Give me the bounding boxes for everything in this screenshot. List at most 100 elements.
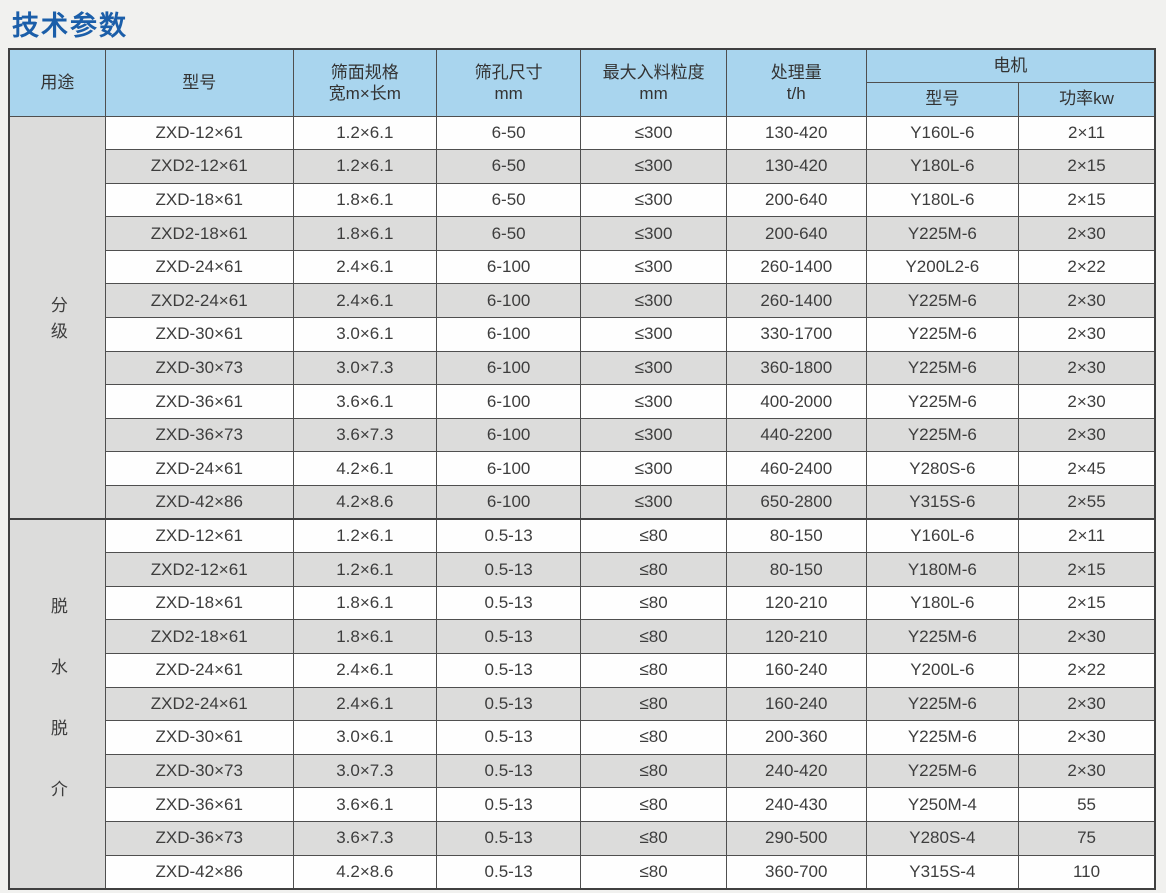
cell-motor-model: Y225M-6 bbox=[865, 417, 1020, 453]
cell-hole-size: 6-100 bbox=[435, 384, 582, 419]
cell-capacity: 120-210 bbox=[725, 585, 867, 621]
cell-max-feed-size: ≤80 bbox=[580, 753, 727, 789]
cell-model: ZXD-12×61 bbox=[104, 518, 294, 554]
cell-max-feed-size: ≤80 bbox=[580, 787, 727, 822]
cell-model: ZXD-30×61 bbox=[104, 317, 294, 352]
cell-motor-power: 2×11 bbox=[1018, 518, 1156, 554]
cell-motor-power: 2×30 bbox=[1018, 350, 1156, 386]
cell-screen-spec: 3.6×7.3 bbox=[292, 820, 437, 856]
cell-screen-spec: 3.6×6.1 bbox=[292, 384, 437, 419]
cell-model: ZXD-24×61 bbox=[104, 249, 294, 285]
cell-motor-model: Y225M-6 bbox=[865, 753, 1020, 789]
header-hole-size-line2: mm bbox=[494, 83, 523, 103]
cell-motor-power: 2×15 bbox=[1018, 585, 1156, 621]
table-row: ZXD-30×73 3.0×7.3 0.5-13 ≤80 240-420 Y225M-6 2… bbox=[9, 753, 1156, 789]
usage-group-label: 脱水脱介 bbox=[8, 518, 106, 890]
cell-motor-power: 2×15 bbox=[1018, 552, 1156, 587]
table-row: ZXD-24×61 4.2×6.1 6-100 ≤300 460-2400 Y280S-6… bbox=[9, 451, 1156, 487]
cell-capacity: 290-500 bbox=[725, 820, 867, 856]
header-model: 型号 bbox=[104, 48, 294, 117]
header-hole-size: 筛孔尺寸 mm bbox=[435, 48, 582, 117]
header-motor: 电机 bbox=[865, 48, 1156, 83]
cell-max-feed-size: ≤300 bbox=[580, 350, 727, 386]
cell-motor-model: Y225M-6 bbox=[865, 283, 1020, 319]
cell-motor-power: 55 bbox=[1018, 787, 1156, 822]
cell-motor-model: Y180L-6 bbox=[865, 149, 1020, 184]
cell-screen-spec: 1.8×6.1 bbox=[292, 619, 437, 654]
cell-hole-size: 6-50 bbox=[435, 216, 582, 251]
cell-capacity: 400-2000 bbox=[725, 384, 867, 419]
cell-motor-power: 75 bbox=[1018, 820, 1156, 856]
cell-motor-model: Y160L-6 bbox=[865, 115, 1020, 151]
cell-hole-size: 0.5-13 bbox=[435, 820, 582, 856]
cell-screen-spec: 3.0×7.3 bbox=[292, 350, 437, 386]
cell-capacity: 360-700 bbox=[725, 854, 867, 890]
cell-motor-power: 2×30 bbox=[1018, 686, 1156, 722]
cell-capacity: 80-150 bbox=[725, 552, 867, 587]
cell-motor-model: Y225M-6 bbox=[865, 317, 1020, 352]
cell-capacity: 440-2200 bbox=[725, 417, 867, 453]
cell-model: ZXD-18×61 bbox=[104, 182, 294, 218]
header-hole-size-line1: 筛孔尺寸 bbox=[474, 62, 543, 82]
cell-model: ZXD-24×61 bbox=[104, 451, 294, 487]
cell-max-feed-size: ≤300 bbox=[580, 384, 727, 419]
cell-model: ZXD2-24×61 bbox=[104, 686, 294, 722]
cell-motor-power: 2×30 bbox=[1018, 753, 1156, 789]
cell-hole-size: 0.5-13 bbox=[435, 518, 582, 554]
cell-hole-size: 6-100 bbox=[435, 249, 582, 285]
technical-parameters-table: 用途 型号 筛面规格 宽m×长m 筛孔尺寸 mm 最大入料粒度 mm 处理量 t… bbox=[8, 48, 1156, 890]
cell-motor-power: 2×30 bbox=[1018, 283, 1156, 319]
cell-hole-size: 0.5-13 bbox=[435, 653, 582, 688]
cell-capacity: 130-420 bbox=[725, 115, 867, 151]
cell-model: ZXD2-18×61 bbox=[104, 216, 294, 251]
cell-max-feed-size: ≤300 bbox=[580, 317, 727, 352]
cell-capacity: 240-420 bbox=[725, 753, 867, 789]
cell-hole-size: 6-100 bbox=[435, 350, 582, 386]
header-motor-model: 型号 bbox=[865, 81, 1020, 117]
cell-hole-size: 6-100 bbox=[435, 451, 582, 487]
cell-screen-spec: 3.6×6.1 bbox=[292, 787, 437, 822]
cell-motor-power: 2×22 bbox=[1018, 653, 1156, 688]
cell-hole-size: 6-50 bbox=[435, 182, 582, 218]
table-row: ZXD-24×61 2.4×6.1 0.5-13 ≤80 160-240 Y200L-6 2… bbox=[9, 653, 1156, 688]
page-title: 技术参数 bbox=[12, 11, 128, 41]
cell-max-feed-size: ≤80 bbox=[580, 585, 727, 621]
cell-motor-model: Y225M-6 bbox=[865, 720, 1020, 755]
cell-screen-spec: 1.8×6.1 bbox=[292, 585, 437, 621]
cell-model: ZXD2-24×61 bbox=[104, 283, 294, 319]
cell-model: ZXD-42×86 bbox=[104, 854, 294, 890]
cell-hole-size: 0.5-13 bbox=[435, 619, 582, 654]
cell-motor-model: Y250M-4 bbox=[865, 787, 1020, 822]
cell-motor-model: Y180L-6 bbox=[865, 585, 1020, 621]
cell-hole-size: 0.5-13 bbox=[435, 720, 582, 755]
cell-model: ZXD-42×86 bbox=[104, 485, 294, 520]
cell-motor-power: 110 bbox=[1018, 854, 1156, 890]
cell-max-feed-size: ≤80 bbox=[580, 653, 727, 688]
cell-capacity: 80-150 bbox=[725, 518, 867, 554]
cell-screen-spec: 2.4×6.1 bbox=[292, 249, 437, 285]
cell-screen-spec: 1.2×6.1 bbox=[292, 518, 437, 554]
cell-motor-power: 2×11 bbox=[1018, 115, 1156, 151]
table-row: ZXD-18×61 1.8×6.1 6-50 ≤300 200-640 Y180L-6 2×… bbox=[9, 182, 1156, 218]
cell-max-feed-size: ≤300 bbox=[580, 216, 727, 251]
cell-motor-power: 2×30 bbox=[1018, 417, 1156, 453]
cell-hole-size: 0.5-13 bbox=[435, 686, 582, 722]
cell-screen-spec: 3.0×6.1 bbox=[292, 720, 437, 755]
cell-motor-power: 2×30 bbox=[1018, 384, 1156, 419]
cell-hole-size: 0.5-13 bbox=[435, 753, 582, 789]
cell-motor-power: 2×30 bbox=[1018, 216, 1156, 251]
cell-max-feed-size: ≤300 bbox=[580, 249, 727, 285]
table-row: ZXD2-18×61 1.8×6.1 0.5-13 ≤80 120-210 Y225M-6… bbox=[9, 619, 1156, 654]
header-capacity: 处理量 t/h bbox=[725, 48, 867, 117]
cell-motor-model: Y180M-6 bbox=[865, 552, 1020, 587]
cell-screen-spec: 4.2×8.6 bbox=[292, 854, 437, 890]
cell-model: ZXD-12×61 bbox=[104, 115, 294, 151]
cell-hole-size: 0.5-13 bbox=[435, 585, 582, 621]
cell-screen-spec: 1.8×6.1 bbox=[292, 182, 437, 218]
cell-model: ZXD-36×73 bbox=[104, 820, 294, 856]
cell-hole-size: 0.5-13 bbox=[435, 787, 582, 822]
cell-screen-spec: 1.2×6.1 bbox=[292, 149, 437, 184]
cell-model: ZXD-30×73 bbox=[104, 350, 294, 386]
cell-model: ZXD-30×73 bbox=[104, 753, 294, 789]
cell-model: ZXD-30×61 bbox=[104, 720, 294, 755]
